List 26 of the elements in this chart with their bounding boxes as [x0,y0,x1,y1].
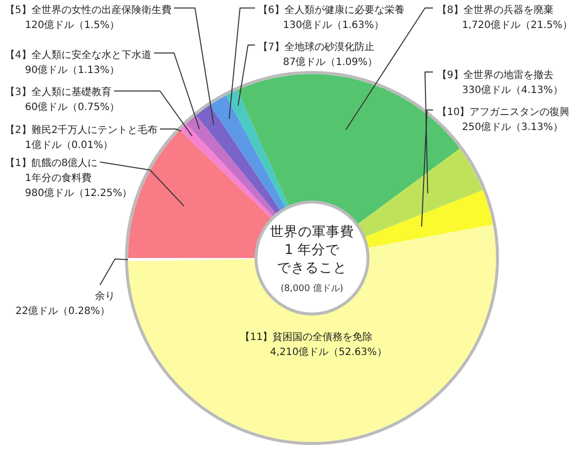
data-label: 90億ドル（1.13%） [25,64,120,76]
slice-label: 余り [95,290,115,302]
data-label: 120億ドル（1.5%） [25,19,120,31]
text: 世界の軍事費1 年分でできること [270,224,354,276]
data-label: 130億ドル（1.63%） [283,19,384,31]
slice-label: 【2】難民2千万人にテントと毛布 [5,124,158,136]
slice-label: 【10】アフガニスタンの復興 [437,106,570,118]
data-label: 60億ドル（0.75%） [25,101,120,113]
slice-label: 【9】全世界の地雷を撤去 [437,69,554,81]
slice-label: 【11】貧困国の全債務を免除 [240,331,373,343]
data-label: 1億ドル（0.01%） [25,139,114,151]
data-label: 250億ドル（3.13%） [462,121,563,133]
slice-label: 【3】全人類に基礎教育 [5,86,112,98]
data-label: 980億ドル（12.25%） [25,187,132,199]
slice-label: 【1】飢餓の8億人に1年分の食料費 [5,157,98,184]
data-label: 4,210億ドル（52.63%） [270,346,387,358]
data-label: 1,720億ドル（21.5%） [462,19,572,31]
slice-label: 【7】全地球の砂漠化防止 [258,41,374,53]
data-label: 22億ドル（0.28%） [16,305,110,317]
slice-label: 【5】全世界の女性の出産保険衛生費 [5,4,172,16]
data-label: 87億ドル（1.09%） [283,56,378,68]
slice-label: 【8】全世界の兵器を廃棄 [437,4,554,16]
data-label: 330億ドル（4.13%） [462,84,563,96]
slice-label: 【6】全人類が健康に必要な栄養 [258,4,404,16]
text: (8,000 億ドル) [280,283,344,294]
slice-label: 【4】全人類に安全な水と下水道 [5,49,152,61]
